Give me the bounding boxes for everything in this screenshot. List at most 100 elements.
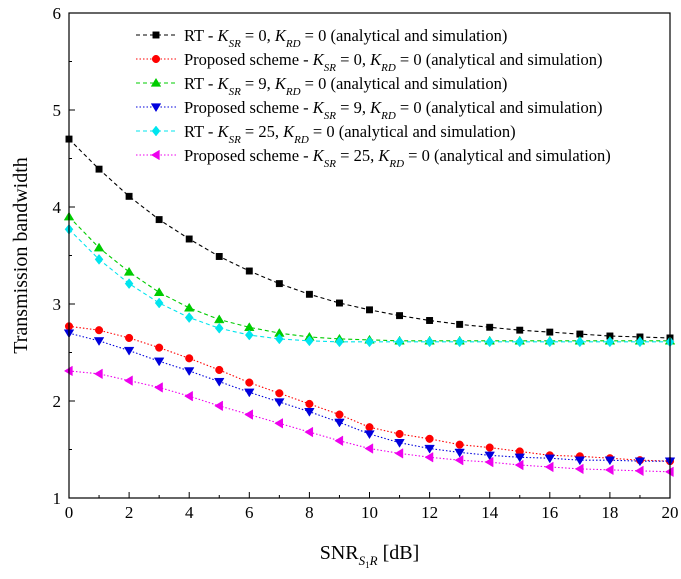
data-point — [154, 297, 164, 309]
data-point — [394, 448, 404, 459]
data-point — [215, 253, 223, 260]
legend-marker — [151, 125, 161, 137]
data-point — [634, 457, 646, 467]
data-point — [183, 367, 195, 377]
legend-marker — [150, 77, 162, 87]
data-point — [424, 452, 434, 463]
data-point — [95, 326, 104, 335]
legend-entry: Proposed scheme - KSR = 9, KRD = 0 (anal… — [136, 98, 603, 122]
data-point — [93, 242, 105, 252]
legend-marker — [150, 149, 160, 161]
data-point — [93, 337, 105, 346]
series-5 — [64, 223, 675, 348]
data-point — [605, 336, 615, 348]
x-tick-label: 10 — [361, 503, 378, 522]
x-tick-label: 14 — [481, 503, 499, 522]
x-tick-label: 6 — [245, 503, 254, 522]
data-point — [574, 463, 584, 475]
data-point — [484, 456, 494, 468]
data-point — [484, 451, 495, 461]
legend-entry: RT - KSR = 25, KRD = 0 (analytical and s… — [136, 122, 516, 146]
series-1 — [65, 135, 674, 342]
x-tick-label: 20 — [662, 503, 679, 522]
data-point — [546, 328, 554, 336]
data-point — [364, 443, 374, 454]
data-point — [514, 459, 524, 471]
data-point — [275, 389, 284, 398]
x-tick-label: 12 — [421, 503, 438, 522]
data-point — [336, 299, 343, 307]
data-point — [305, 290, 313, 298]
legend-label: Proposed scheme - KSR = 0, KRD = 0 (anal… — [184, 50, 603, 74]
data-point — [485, 336, 495, 348]
legend-label: Proposed scheme - KSR = 25, KRD = 0 (ana… — [184, 146, 611, 170]
x-tick-label: 0 — [65, 503, 74, 522]
data-point — [604, 464, 614, 476]
data-point — [275, 280, 283, 288]
data-point — [155, 343, 164, 352]
y-tick-label: 2 — [53, 392, 62, 411]
data-point — [575, 336, 585, 348]
y-tick-label: 3 — [53, 295, 62, 314]
data-point — [184, 390, 193, 402]
series-line-3 — [68, 216, 670, 342]
data-point — [514, 453, 525, 463]
data-point — [215, 365, 224, 375]
data-point — [274, 398, 285, 408]
y-tick-label: 1 — [53, 489, 62, 508]
data-point — [153, 357, 165, 367]
legend-label: RT - KSR = 0, KRD = 0 (analytical and si… — [184, 26, 507, 50]
y-tick-label: 5 — [53, 101, 62, 120]
data-point — [455, 336, 464, 348]
data-point — [335, 410, 344, 419]
data-point — [214, 377, 225, 387]
data-point — [486, 323, 494, 331]
data-point — [123, 346, 135, 356]
data-point — [93, 368, 103, 380]
data-point — [153, 287, 165, 297]
x-tick-label: 18 — [601, 503, 618, 522]
series-3 — [63, 211, 676, 345]
data-point — [214, 314, 225, 324]
series-line-6 — [68, 370, 671, 473]
data-point — [394, 439, 405, 448]
y-tick-label: 6 — [53, 4, 62, 23]
data-point — [544, 454, 556, 464]
data-point — [185, 354, 194, 363]
data-point — [123, 266, 135, 276]
data-point — [425, 336, 434, 348]
series-4 — [63, 329, 676, 467]
legend: RT - KSR = 0, KRD = 0 (analytical and si… — [136, 26, 611, 170]
data-point — [124, 278, 134, 290]
data-point — [515, 336, 525, 348]
data-point — [124, 375, 133, 386]
x-tick-label: 16 — [541, 503, 558, 522]
legend-entry: Proposed scheme - KSR = 25, KRD = 0 (ana… — [136, 146, 611, 170]
legend-entry: RT - KSR = 0, KRD = 0 (analytical and si… — [136, 26, 507, 50]
x-axis-title: SNRS1R [dB] — [320, 542, 420, 570]
data-point — [185, 235, 193, 243]
series-line-5 — [68, 228, 670, 343]
data-point — [335, 336, 344, 348]
legend-entry: RT - KSR = 9, KRD = 0 (analytical and si… — [136, 74, 507, 98]
data-point — [364, 430, 375, 440]
data-point — [395, 336, 404, 348]
data-point — [304, 426, 314, 438]
data-point — [244, 329, 254, 341]
data-point — [125, 333, 134, 343]
data-point — [155, 216, 163, 224]
data-point — [395, 429, 404, 439]
data-point — [424, 444, 435, 454]
data-point — [94, 253, 104, 265]
data-point — [365, 336, 374, 348]
data-point — [95, 165, 103, 173]
legend-label: RT - KSR = 25, KRD = 0 (analytical and s… — [184, 122, 516, 146]
legend-label: Proposed scheme - KSR = 9, KRD = 0 (anal… — [184, 98, 603, 122]
series-line-4 — [68, 332, 670, 462]
data-point — [214, 400, 223, 412]
data-point — [544, 461, 554, 473]
data-point — [334, 418, 345, 428]
data-point — [365, 423, 374, 432]
data-point — [304, 408, 315, 417]
data-point — [125, 192, 133, 200]
